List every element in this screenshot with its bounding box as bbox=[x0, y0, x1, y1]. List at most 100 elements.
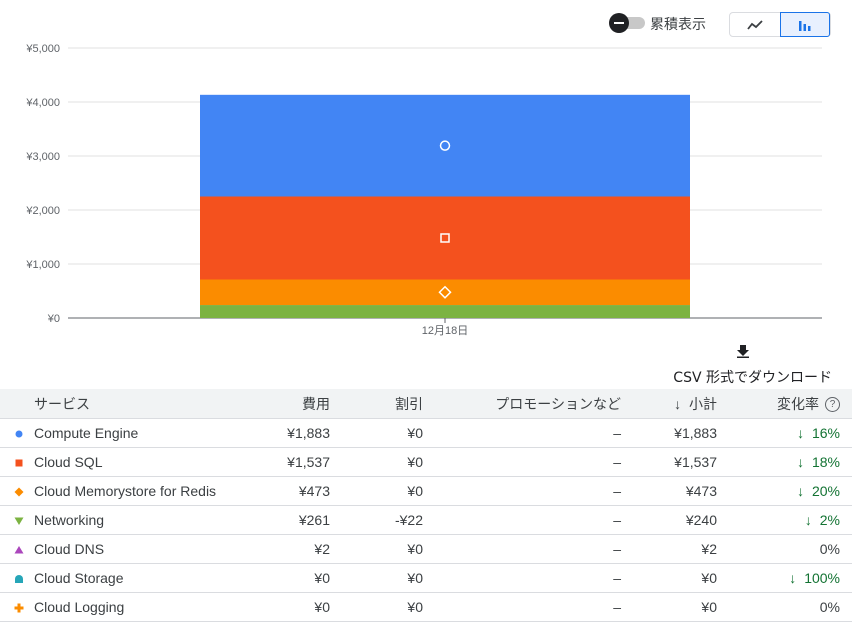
cell-discount: ¥0 bbox=[338, 476, 431, 506]
cell-service[interactable]: Cloud Memorystore for Redis bbox=[34, 476, 270, 506]
cell-discount: ¥0 bbox=[338, 534, 431, 564]
cell-cost: ¥473 bbox=[270, 476, 338, 506]
cell-change: 2% bbox=[819, 512, 840, 528]
download-icon bbox=[737, 345, 749, 358]
y-tick-label: ¥3,000 bbox=[25, 151, 60, 163]
cell-cost: ¥1,883 bbox=[270, 418, 338, 448]
header-change[interactable]: 変化率? bbox=[725, 389, 852, 419]
cell-service[interactable]: Cloud Storage bbox=[34, 563, 270, 593]
cell-cost: ¥0 bbox=[270, 592, 338, 622]
cell-cost: ¥261 bbox=[270, 505, 338, 535]
bar-segment[interactable] bbox=[200, 305, 690, 318]
cell-change-wrap: ↓ 16% bbox=[725, 418, 852, 448]
dome-marker-icon bbox=[15, 575, 23, 584]
cell-change: 0% bbox=[819, 599, 840, 615]
cell-subtotal: ¥0 bbox=[629, 592, 725, 622]
decrease-arrow-icon: ↓ bbox=[797, 425, 805, 441]
cell-change-wrap: ↓ 18% bbox=[725, 447, 852, 477]
cell-marker bbox=[0, 418, 34, 448]
table-row[interactable]: Cloud Storage ¥0 ¥0– ¥0 ↓ 100% bbox=[0, 563, 852, 593]
cell-change: 16% bbox=[811, 425, 840, 441]
cumulative-label: 累積表示 bbox=[650, 17, 706, 33]
table-row[interactable]: Cloud SQL ¥1,537 ¥0– ¥1,537 ↓ 18% bbox=[0, 447, 852, 477]
header-marker bbox=[0, 389, 34, 419]
bar-segment[interactable] bbox=[200, 196, 690, 280]
cell-change-wrap: ↓ 2% bbox=[725, 505, 852, 535]
cell-change: 100% bbox=[804, 570, 840, 586]
cell-marker bbox=[0, 534, 34, 564]
cell-discount: ¥0 bbox=[338, 447, 431, 477]
table-row[interactable]: Cloud Memorystore for Redis ¥473 ¥0– ¥473 ↓ … bbox=[0, 476, 852, 506]
cell-subtotal: ¥2 bbox=[629, 534, 725, 564]
y-tick-label: ¥1,000 bbox=[25, 259, 60, 271]
csv-download-button[interactable]: CSV 形式でダウンロード bbox=[672, 344, 832, 386]
triangle-up-marker-icon bbox=[14, 546, 24, 554]
square-marker-icon bbox=[440, 233, 450, 243]
cell-marker bbox=[0, 476, 34, 506]
help-icon[interactable]: ? bbox=[825, 397, 840, 413]
cell-subtotal: ¥0 bbox=[629, 563, 725, 593]
cell-service[interactable]: Cloud SQL bbox=[34, 447, 270, 477]
cell-discount: ¥0 bbox=[338, 592, 431, 622]
y-axis: ¥5,000 ¥4,000 ¥3,000 ¥2,000 ¥1,000 ¥0 bbox=[25, 43, 60, 325]
cell-subtotal: ¥240 bbox=[629, 505, 725, 535]
csv-download-label: CSV 形式でダウンロード bbox=[673, 370, 832, 386]
table-body: Compute Engine ¥1,883 ¥0– ¥1,883 ↓ 16% Cloud … bbox=[0, 418, 852, 622]
cell-marker bbox=[0, 505, 34, 535]
table-row[interactable]: Compute Engine ¥1,883 ¥0– ¥1,883 ↓ 16% bbox=[0, 418, 852, 448]
line-view-button[interactable] bbox=[730, 13, 781, 36]
table-row[interactable]: Networking ¥261 -¥22– ¥240 ↓ 2% bbox=[0, 505, 852, 535]
plus-marker-icon bbox=[14, 603, 24, 613]
cell-cost: ¥0 bbox=[270, 563, 338, 593]
bar-segment[interactable] bbox=[200, 279, 690, 306]
cell-service[interactable]: Networking bbox=[34, 505, 270, 535]
cell-marker bbox=[0, 563, 34, 593]
cumulative-toggle[interactable] bbox=[609, 12, 645, 34]
cell-discount: ¥0 bbox=[338, 418, 431, 448]
cell-marker bbox=[0, 447, 34, 477]
x-tick-label: 12月18日 bbox=[422, 325, 468, 337]
header-discount[interactable]: 割引 bbox=[338, 389, 431, 419]
cell-change: 18% bbox=[811, 454, 840, 470]
cell-change-wrap: 0% bbox=[725, 534, 852, 564]
cell-service[interactable]: Compute Engine bbox=[34, 418, 270, 448]
table-row[interactable]: Cloud Logging ¥0 ¥0– ¥0 0% bbox=[0, 592, 852, 622]
header-change-label: 変化率 bbox=[777, 395, 819, 412]
cell-promotions: – bbox=[431, 447, 629, 477]
cell-change-wrap: 0% bbox=[725, 592, 852, 622]
cell-promotions: – bbox=[431, 534, 629, 564]
bar-segment[interactable] bbox=[200, 94, 690, 197]
cell-subtotal: ¥1,883 bbox=[629, 418, 725, 448]
x-axis: 12月18日 bbox=[422, 318, 468, 337]
table-row[interactable]: Cloud DNS ¥2 ¥0– ¥2 0% bbox=[0, 534, 852, 564]
bar-view-button[interactable] bbox=[780, 12, 830, 37]
cell-promotions: – bbox=[431, 505, 629, 535]
circle-marker-icon bbox=[439, 140, 451, 151]
cell-cost: ¥2 bbox=[270, 534, 338, 564]
diamond-marker-icon bbox=[14, 487, 24, 497]
header-service[interactable]: サービス bbox=[34, 389, 270, 419]
cell-service[interactable]: Cloud DNS bbox=[34, 534, 270, 564]
cell-discount: -¥22 bbox=[338, 505, 431, 535]
cell-cost: ¥1,537 bbox=[270, 447, 338, 477]
cell-change-wrap: ↓ 100% bbox=[725, 563, 852, 593]
decrease-arrow-icon: ↓ bbox=[789, 570, 797, 586]
cost-table: サービス 費用 割引 プロモーションなど ↓ 小計 変化率? Compute E… bbox=[0, 389, 852, 622]
decrease-arrow-icon: ↓ bbox=[797, 454, 805, 470]
chart-view-switcher bbox=[729, 12, 831, 37]
header-cost[interactable]: 費用 bbox=[270, 389, 338, 419]
cell-discount: ¥0 bbox=[338, 563, 431, 593]
table-header-row: サービス 費用 割引 プロモーションなど ↓ 小計 変化率? bbox=[0, 389, 852, 419]
cell-service[interactable]: Cloud Logging bbox=[34, 592, 270, 622]
cell-promotions: – bbox=[431, 418, 629, 448]
decrease-arrow-icon: ↓ bbox=[804, 512, 812, 528]
cell-change-wrap: ↓ 20% bbox=[725, 476, 852, 506]
header-promotions[interactable]: プロモーションなど bbox=[431, 389, 629, 419]
chart-bars bbox=[200, 94, 690, 318]
toggle-knob bbox=[609, 13, 629, 33]
y-tick-label: ¥4,000 bbox=[25, 97, 60, 109]
line-chart-icon bbox=[747, 19, 763, 30]
header-subtotal[interactable]: ↓ 小計 bbox=[629, 389, 725, 419]
bar-chart-icon bbox=[799, 21, 811, 31]
chart-toolbar: 累積表示 bbox=[0, 0, 852, 46]
